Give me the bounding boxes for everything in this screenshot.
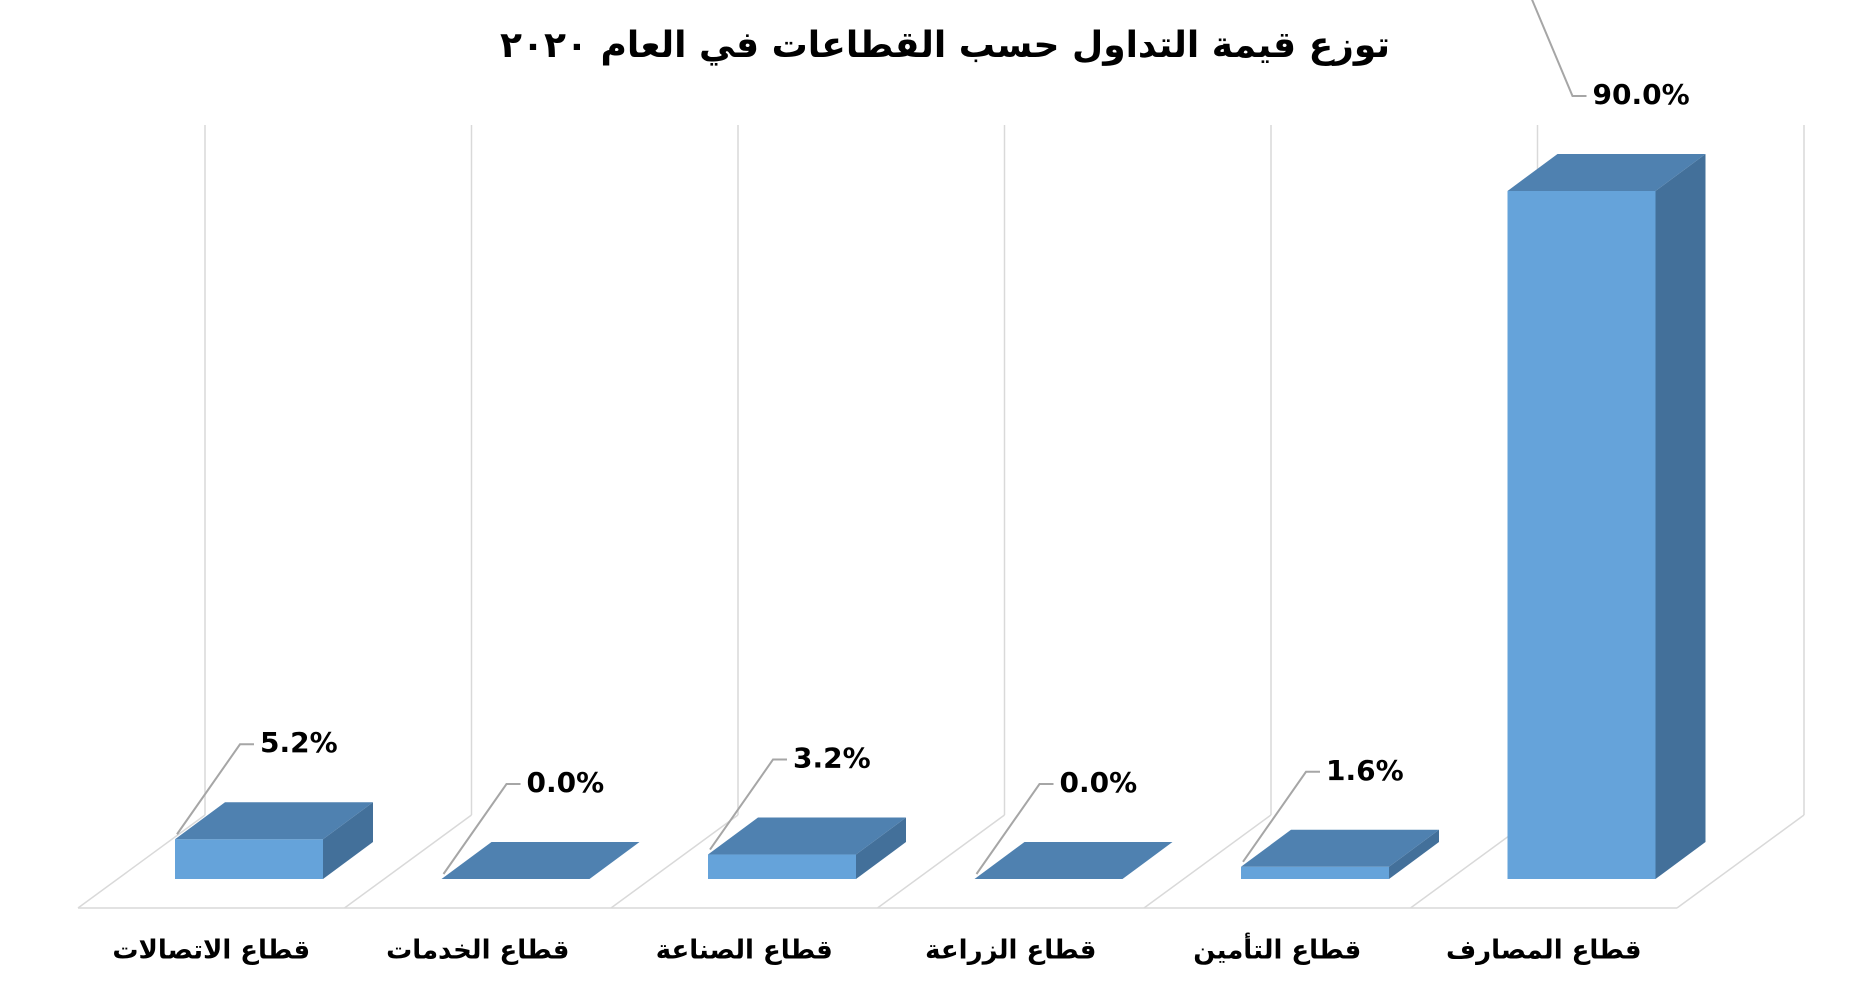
x-tick-label: قطاع الخدمات xyxy=(386,936,569,966)
leader-line xyxy=(1531,0,1587,97)
x-tick-label: قطاع الزراعة xyxy=(925,936,1096,966)
data-label: 90.0% xyxy=(1593,78,1690,111)
floor-line xyxy=(77,814,206,909)
x-tick-label: قطاع الاتصالات xyxy=(112,936,310,966)
bar-top xyxy=(441,842,640,879)
leader-line xyxy=(709,758,787,851)
leader-line xyxy=(442,783,521,875)
x-tick-label: قطاع الصناعة xyxy=(656,936,833,966)
bar xyxy=(175,839,323,879)
bar xyxy=(1241,866,1389,879)
floor-line xyxy=(1143,814,1272,909)
floor-line xyxy=(1676,814,1805,909)
bar-side xyxy=(1389,829,1439,879)
bar-side xyxy=(1655,154,1706,879)
bar-top xyxy=(175,802,373,840)
bar xyxy=(708,854,856,879)
leader-line xyxy=(975,783,1054,875)
x-tick-label: قطاع المصارف xyxy=(1446,936,1642,966)
data-label: 5.2% xyxy=(260,726,338,759)
leader-line xyxy=(176,743,254,835)
floor-line xyxy=(877,814,1005,909)
bar-top xyxy=(1241,829,1439,867)
bar-top xyxy=(708,817,906,855)
data-label: 0.0% xyxy=(1060,766,1138,799)
bar-side xyxy=(323,802,373,879)
data-label: 1.6% xyxy=(1326,754,1404,787)
leader-line xyxy=(1242,770,1320,863)
x-tick-label: قطاع التأمين xyxy=(1193,933,1361,966)
data-label: 3.2% xyxy=(793,742,871,775)
bar-top xyxy=(974,842,1173,879)
bar-top xyxy=(1507,154,1706,191)
bar xyxy=(1507,191,1656,879)
data-label: 0.0% xyxy=(527,766,605,799)
floor-line xyxy=(344,814,472,909)
bar-side xyxy=(856,817,906,879)
floor-line xyxy=(610,814,739,909)
chart-title: توزع قيمة التداول حسب القطاعات في العام … xyxy=(500,25,1390,66)
